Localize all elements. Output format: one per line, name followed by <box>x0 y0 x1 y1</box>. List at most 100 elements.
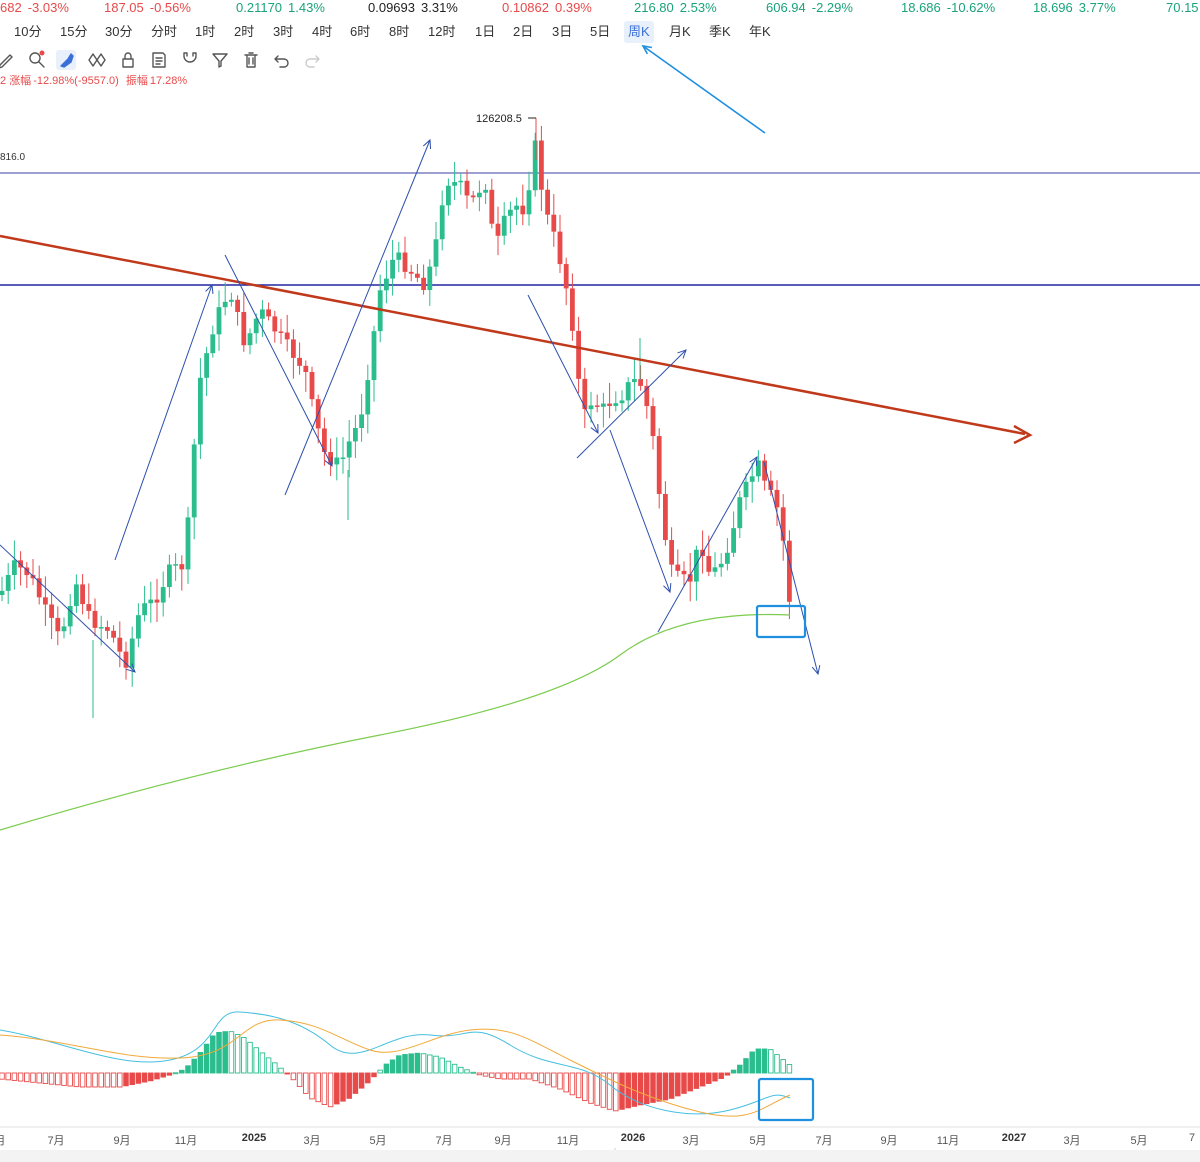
candle-body <box>415 273 420 278</box>
period-button[interactable]: 3时 <box>273 24 294 39</box>
macd-histogram-bar <box>396 1055 402 1074</box>
macd-histogram-bar <box>98 1072 104 1088</box>
pencil-icon[interactable] <box>0 50 16 70</box>
candle-body <box>725 552 730 564</box>
period-button[interactable]: 周K <box>624 21 654 43</box>
trash-icon[interactable] <box>241 50 261 70</box>
macd-histogram-bar <box>768 1049 774 1074</box>
magnet-icon[interactable] <box>180 50 200 70</box>
ticker-item[interactable]: 18.686 -10.62% <box>901 0 995 16</box>
candle-body <box>105 627 110 631</box>
candle-body <box>129 638 135 668</box>
time-axis-tick: 7 <box>1188 1132 1196 1144</box>
period-button[interactable]: 30分 <box>105 24 133 39</box>
candle-body <box>55 617 61 632</box>
moving-average-line <box>0 613 791 831</box>
macd-histogram-bar <box>346 1072 352 1099</box>
period-button[interactable]: 15分 <box>60 24 88 39</box>
period-button[interactable]: 2时 <box>234 24 255 39</box>
period-button[interactable]: 3日 <box>552 24 573 39</box>
candle-body <box>421 277 426 291</box>
undo-icon[interactable] <box>272 50 292 70</box>
ticker-item[interactable]: 187.05 -0.56% <box>104 0 191 16</box>
period-button[interactable]: 1日 <box>475 24 496 39</box>
ticker-change: 1.43% <box>288 0 325 15</box>
macd-histogram-bar <box>278 1067 284 1074</box>
ticker-item[interactable]: 682 -3.03% <box>0 0 69 16</box>
period-button[interactable]: 1时 <box>195 24 216 39</box>
period-button[interactable]: 季K <box>709 24 731 39</box>
period-button[interactable]: 年K <box>749 24 771 39</box>
ticker-value: 0.21170 <box>236 0 283 15</box>
macd-highlight-box <box>757 1077 815 1122</box>
macd-histogram-bar <box>755 1048 762 1074</box>
ticker-item[interactable]: 70.15 <box>1166 0 1200 16</box>
time-axis-tick: 3月 <box>682 1135 700 1147</box>
period-button[interactable]: 4时 <box>312 24 333 39</box>
lock-icon[interactable] <box>118 50 138 70</box>
ticker-bar: 682 -3.03% 187.05 -0.56% 0.21170 1.43% 0.09693… <box>0 0 1200 16</box>
time-axis-tick: 3月 <box>303 1135 321 1147</box>
macd-histogram-bar <box>247 1041 253 1074</box>
candle-body <box>768 480 774 490</box>
ticker-item[interactable]: 18.696 3.77% <box>1033 0 1116 16</box>
status-strip <box>0 1150 1200 1162</box>
candle-body <box>675 564 681 571</box>
ticker-value: 606.94 <box>766 0 806 15</box>
candle-body <box>24 567 30 576</box>
candle-body <box>191 444 197 518</box>
annotation-arrow <box>576 349 687 459</box>
period-button[interactable]: 10分 <box>14 24 42 39</box>
zoom-icon[interactable] <box>27 50 47 70</box>
period-button[interactable]: 5日 <box>590 24 611 39</box>
time-axis-tick: 5月 <box>369 1135 387 1147</box>
candle-body <box>619 400 625 404</box>
macd-histogram-bar <box>464 1069 470 1074</box>
macd-histogram-bar <box>433 1055 439 1074</box>
candle-body <box>148 599 154 604</box>
candle-body <box>390 259 395 279</box>
annotation-arrowhead <box>663 582 672 594</box>
period-button[interactable]: 12时 <box>428 24 456 39</box>
candle-body <box>514 205 519 210</box>
candle-body <box>582 378 588 410</box>
macd-histogram-bar <box>315 1072 321 1103</box>
macd-histogram-bar <box>5 1072 11 1081</box>
period-button[interactable]: 2日 <box>513 24 534 39</box>
time-axis-tick: 11月 <box>936 1135 960 1147</box>
ticker-item[interactable]: 0.21170 1.43% <box>236 0 325 16</box>
candle-body <box>607 403 612 406</box>
change-label: 涨幅 <box>9 75 32 87</box>
pattern-icon[interactable] <box>87 50 107 70</box>
period-button[interactable]: 分时 <box>151 24 178 39</box>
period-button[interactable]: 6时 <box>350 24 371 39</box>
redo-icon[interactable] <box>302 50 322 70</box>
candle-body <box>489 189 495 224</box>
macd-histogram-bar <box>730 1069 737 1074</box>
macd-histogram-bar <box>73 1072 80 1088</box>
candle-body <box>111 630 116 638</box>
ticker-value: 18.696 <box>1033 0 1073 15</box>
ticker-item[interactable]: 216.80 2.53% <box>634 0 717 16</box>
macd-histogram-bar <box>532 1072 538 1082</box>
macd-histogram-bar <box>544 1072 551 1086</box>
period-button[interactable]: 8时 <box>389 24 410 39</box>
filter-icon[interactable] <box>210 50 230 70</box>
macd-histogram-bar <box>265 1057 272 1074</box>
ticker-item[interactable]: 606.94 -2.29% <box>766 0 853 16</box>
period-button[interactable]: 月K <box>669 24 691 39</box>
candle-body <box>154 599 160 603</box>
macd-dea-line <box>0 1019 791 1117</box>
note-icon[interactable] <box>149 50 169 70</box>
candle-body <box>80 584 85 605</box>
ticker-item[interactable]: 0.09693 3.31% <box>368 0 458 16</box>
macd-histogram-bar <box>526 1072 532 1080</box>
macd-histogram-bar <box>334 1072 340 1105</box>
brush-icon[interactable] <box>56 50 76 70</box>
annotation-arrowhead <box>205 283 214 295</box>
ticker-item[interactable]: 0.10862 0.39% <box>502 0 592 16</box>
macd-histogram-bar <box>706 1072 712 1084</box>
candle-body <box>371 331 377 381</box>
candle-body <box>365 380 371 415</box>
